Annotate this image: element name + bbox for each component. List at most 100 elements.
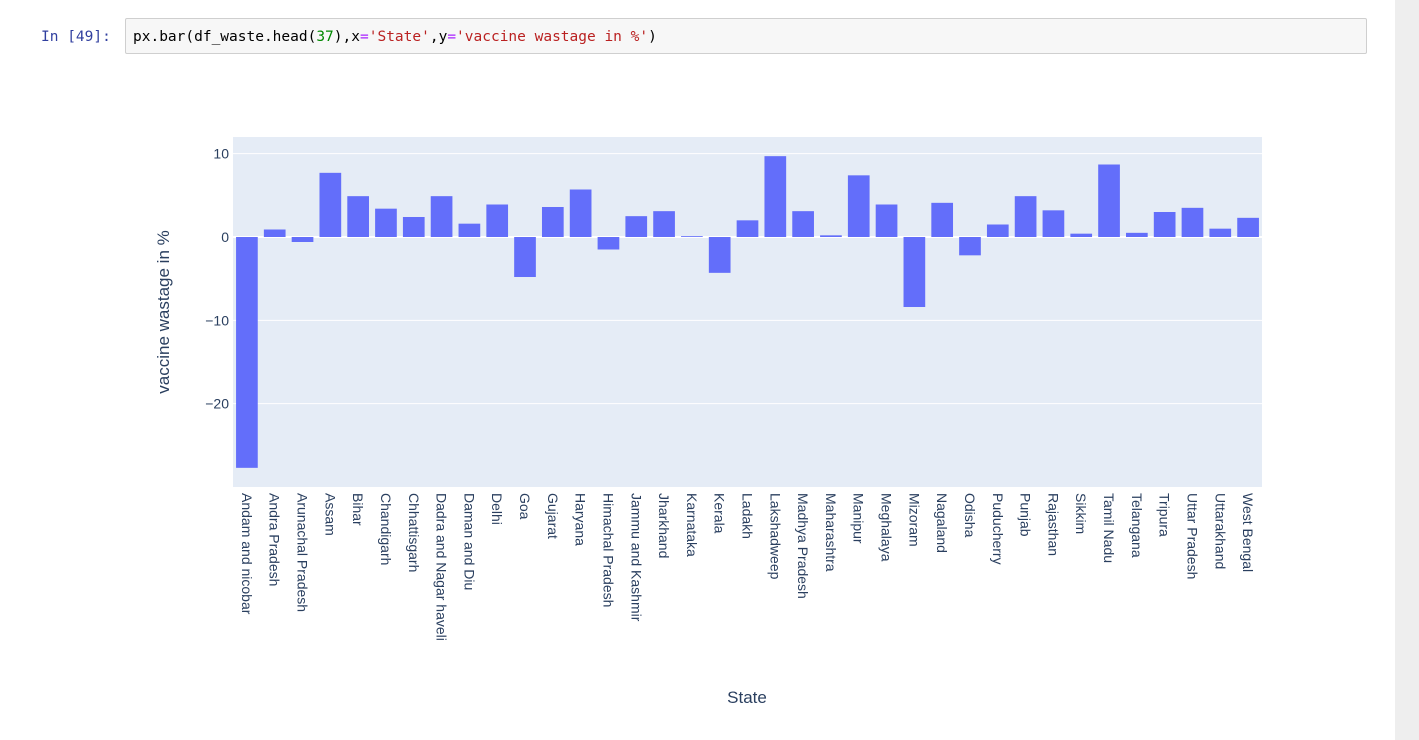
x-tick-label: Rajasthan xyxy=(1045,493,1061,556)
y-tick-label: 0 xyxy=(221,229,229,245)
bar[interactable] xyxy=(1181,207,1204,237)
bars xyxy=(236,156,1259,468)
x-tick-label: Sikkim xyxy=(1073,493,1089,534)
y-tick-label: 10 xyxy=(213,146,229,162)
x-tick-label: West Bengal xyxy=(1240,493,1256,572)
bar[interactable] xyxy=(236,237,258,468)
scrollbar-track[interactable] xyxy=(1395,0,1419,740)
x-tick-label: Tripura xyxy=(1157,493,1173,537)
x-tick-label: Uttar Pradesh xyxy=(1184,493,1200,579)
bar[interactable] xyxy=(681,236,703,237)
bar[interactable] xyxy=(1070,233,1093,237)
x-tick-label: Himachal Pradesh xyxy=(600,493,616,607)
bar[interactable] xyxy=(1209,228,1232,237)
code-token: ),x xyxy=(333,29,360,45)
plot-background xyxy=(233,137,1262,487)
x-tick-label: Jharkhand xyxy=(656,493,672,558)
bar[interactable] xyxy=(847,175,870,237)
code-token: 'vaccine wastage in %' xyxy=(456,29,649,45)
x-tick-label: Uttarakhand xyxy=(1212,493,1228,569)
bar[interactable] xyxy=(347,196,369,237)
y-tick-label: −10 xyxy=(205,312,229,328)
x-ticks: Andam and nicobar Andra Pradesh Arunachal … xyxy=(239,493,1256,641)
x-tick-label: Andra Pradesh xyxy=(267,493,283,586)
bar[interactable] xyxy=(959,237,981,256)
code-token: ,y xyxy=(429,29,448,45)
x-tick-label: Manipur xyxy=(851,493,867,544)
bar[interactable] xyxy=(458,223,481,237)
bar[interactable] xyxy=(514,237,536,277)
x-axis-title: State xyxy=(727,688,767,707)
x-tick-label: Puducherry xyxy=(990,493,1006,565)
bar[interactable] xyxy=(903,237,926,307)
bar[interactable] xyxy=(430,196,453,237)
y-tick-label: −20 xyxy=(205,396,229,412)
bar[interactable] xyxy=(792,211,814,237)
cell-prompt: In [49]: xyxy=(41,29,111,45)
code-token: ) xyxy=(648,29,657,45)
x-tick-label: Meghalaya xyxy=(879,493,895,562)
x-tick-label: Gujarat xyxy=(545,493,561,539)
y-ticks: 10 0 −10 −20 xyxy=(205,146,229,412)
bar[interactable] xyxy=(764,156,787,237)
bar[interactable] xyxy=(319,172,342,237)
y-axis-title: vaccine wastage in % xyxy=(154,230,173,393)
x-tick-label: Nagaland xyxy=(934,493,950,553)
x-tick-label: Mizoram xyxy=(906,493,922,547)
code-token: 'State' xyxy=(368,29,430,45)
bar[interactable] xyxy=(291,237,314,242)
bar[interactable] xyxy=(875,204,898,238)
x-tick-label: Haryana xyxy=(573,493,589,546)
x-tick-label: Telangana xyxy=(1129,493,1145,558)
bar[interactable] xyxy=(1237,217,1259,237)
x-tick-label: Maharashtra xyxy=(823,493,839,572)
bar[interactable] xyxy=(569,189,592,238)
x-tick-label: Ladakh xyxy=(740,493,756,539)
code-token: = xyxy=(447,29,457,45)
cell-output: 10 0 −10 −20 Andam and nicobar Andra Pradesh… xyxy=(125,105,1367,735)
x-tick-label: Arunachal Pradesh xyxy=(295,493,311,612)
x-tick-label: Dadra and Nagar haveli xyxy=(434,493,450,641)
bar[interactable] xyxy=(375,208,397,237)
bar[interactable] xyxy=(1098,164,1120,238)
bar[interactable] xyxy=(1153,212,1176,237)
x-tick-label: Karnataka xyxy=(684,493,700,557)
x-tick-label: Kerala xyxy=(712,493,728,534)
x-tick-label: Delhi xyxy=(489,493,505,525)
code-line[interactable]: px.bar(df_waste.head(37),x='State',y='va… xyxy=(133,27,657,47)
x-tick-label: Lakshadweep xyxy=(767,493,783,580)
x-tick-label: Odisha xyxy=(962,493,978,538)
bar[interactable] xyxy=(625,216,648,237)
x-tick-label: Jammu and Kashmir xyxy=(628,493,644,622)
bar[interactable] xyxy=(708,237,731,273)
x-tick-label: Chandigarh xyxy=(378,493,394,565)
bar[interactable] xyxy=(820,235,842,237)
bar[interactable] xyxy=(541,207,564,237)
bar[interactable] xyxy=(931,202,954,237)
x-tick-label: Tamil Nadu xyxy=(1101,493,1117,563)
bar[interactable] xyxy=(597,237,620,250)
x-tick-label: Goa xyxy=(517,493,533,520)
code-token: px.bar(df_waste.head( xyxy=(133,29,317,45)
bar[interactable] xyxy=(263,229,286,238)
bar-chart: 10 0 −10 −20 Andam and nicobar Andra Pradesh… xyxy=(154,137,1262,707)
bar[interactable] xyxy=(402,217,425,237)
bar[interactable] xyxy=(986,224,1009,238)
x-tick-label: Andam and nicobar xyxy=(239,493,255,615)
x-tick-label: Bihar xyxy=(350,493,366,526)
x-tick-label: Assam xyxy=(322,493,338,536)
x-tick-label: Chhattisgarh xyxy=(406,493,422,572)
code-cell-input[interactable]: px.bar(df_waste.head(37),x='State',y='va… xyxy=(125,18,1367,54)
bar[interactable] xyxy=(486,204,509,238)
code-token: 37 xyxy=(316,29,334,45)
code-token: = xyxy=(360,29,369,45)
bar[interactable] xyxy=(1042,210,1065,237)
bar[interactable] xyxy=(1126,232,1148,237)
bar[interactable] xyxy=(1014,196,1037,237)
x-tick-label: Punjab xyxy=(1018,493,1034,537)
x-tick-label: Daman and Diu xyxy=(461,493,477,590)
bar[interactable] xyxy=(736,220,759,237)
x-tick-label: Madhya Pradesh xyxy=(795,493,811,599)
bar[interactable] xyxy=(653,211,675,237)
